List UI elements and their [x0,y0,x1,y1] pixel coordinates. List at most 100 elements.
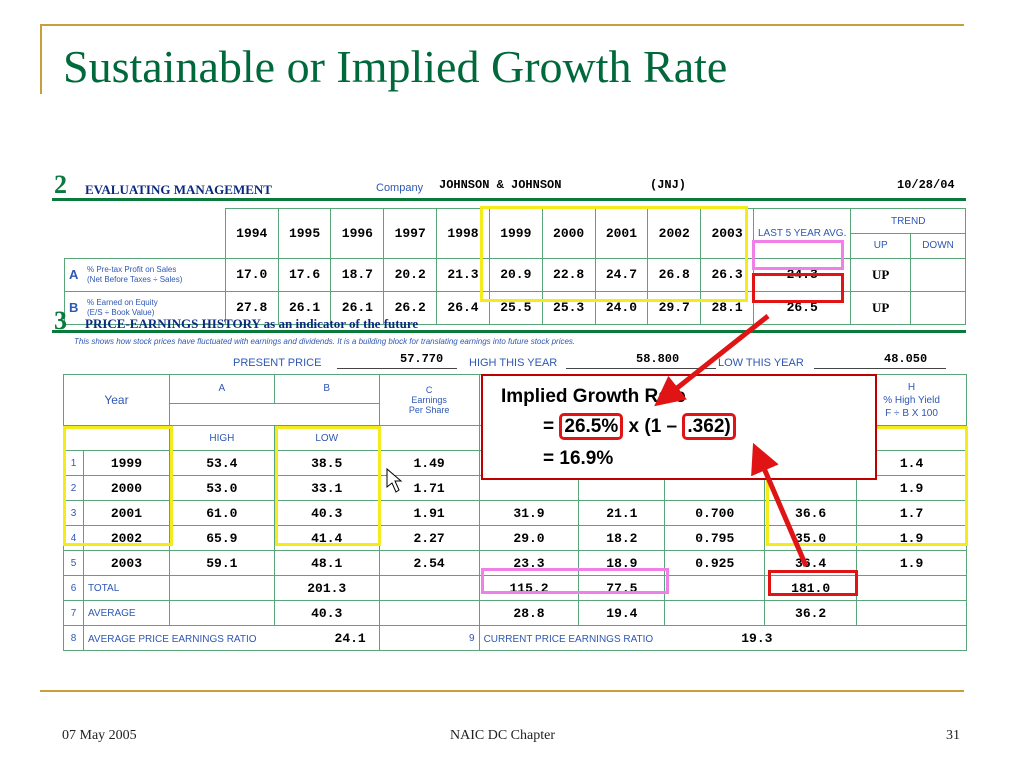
callout-title: Implied Growth Rate [501,386,686,407]
section-3-number: 3 [54,306,67,335]
mouse-cursor-icon [386,467,403,493]
footer-rule [40,690,964,692]
row-b-value: 27.8 [224,290,279,325]
col-a-letter: A [218,383,226,394]
row-year: 2002 [82,525,170,551]
col-b-letter: B [323,383,331,394]
section-2-number: 2 [54,170,67,199]
row-year: 2001 [82,500,170,526]
table-row: 5 2003 59.1 48.1 2.54 23.3 18.9 0.925 36.4 1.9 [63,550,967,576]
row-eps: 1.91 [378,500,480,526]
row-b-value: 26.1 [330,290,385,325]
trend-header: TREND [850,208,966,234]
high-this-year-label: HIGH THIS YEAR [469,357,558,369]
row-b-desc-1: % Earned on Equity [87,297,158,307]
table-row: 4 2002 65.9 41.4 2.27 29.0 18.2 0.795 35.0 1.9 [63,525,967,551]
avg-pretax-highlight [752,240,844,270]
row-a-value: 20.2 [383,257,438,292]
arrow-from-payout [751,442,809,567]
company-name: JOHNSON & JOHNSON [439,178,562,192]
avg-pe-value: 24.1 [334,630,366,646]
cur-pe-label: CURRENT PRICE EARNINGS RATIO 19.3 [478,625,968,651]
footer-date: 07 May 2005 [62,728,137,743]
present-price-label: PRESENT PRICE [233,357,322,369]
implied-growth-callout: Implied Growth Rate = 26.5% x (1 – .362)… [481,374,877,480]
low-col-header: LOW [273,425,380,451]
roe-value-box: 26.5% [559,413,624,440]
row-b-value: 25.5 [488,290,543,325]
row-a-letter: A [69,267,79,282]
row-a-value: 17.0 [224,257,279,292]
col-h-desc-1: % High Yield [883,394,940,406]
row-a-value: 20.9 [488,257,543,292]
low-underline [814,368,946,369]
total-label: TOTAL [82,575,170,601]
average-label: AVERAGE [82,600,170,626]
formula-equals: = [543,416,560,437]
row-b-letter: B [69,300,79,315]
col-h-desc-2: F ÷ B X 100 [885,407,938,419]
row-e: 18.9 [578,550,666,576]
section-3-subtitle: This shows how stock prices have fluctua… [74,337,576,346]
row-b-trend: UP [850,290,912,325]
callout-result: = 16.9% [543,448,614,469]
row-b-value: 25.3 [541,290,596,325]
high-underline [566,368,716,369]
year-header: 1996 [330,208,385,259]
total-g: 181.0 [764,575,858,601]
row-b: B % Earned on Equity (E/S ÷ Book Value) … [64,290,966,325]
row-a-value: 26.8 [647,257,702,292]
avg-pe-highlight [481,568,669,594]
total-d: 115.2 [478,575,580,601]
row-high: 61.0 [168,500,275,526]
pe-data-rows: 1 1999 53.4 38.5 1.49 1.4 2 2000 53.0 33.1 1.71 1.… [63,450,968,651]
row-b-value: 26.2 [383,290,438,325]
col-a-header: A [168,374,275,404]
ticker: (JNJ) [650,178,687,192]
cur-pe-text: CURRENT PRICE EARNINGS RATIO [483,633,654,645]
col-b-header: B [273,374,380,404]
row-a: A % Pre-tax Profit on Sales (Net Before … [64,257,966,292]
year-header: 1995 [277,208,332,259]
callout-formula: = 26.5% x (1 – .362) [543,413,736,440]
last5-header: LAST 5 YEAR AVG. [752,208,852,259]
avg-payout-highlight [768,570,858,596]
row-a-desc-2: (Net Before Taxes ÷ Sales) [87,274,183,284]
payout-value-box: .362) [682,413,736,440]
row-b-desc-2: (E/S ÷ Book Value) [87,307,155,317]
avg-pe-text: AVERAGE PRICE EARNINGS RATIO [87,633,257,645]
report-date: 10/28/04 [897,178,955,192]
row-eps: 2.54 [378,550,480,576]
low-this-year-label: LOW THIS YEAR [718,357,804,369]
cur-pe-value: 19.3 [741,630,773,646]
avg-pe-label: AVERAGE PRICE EARNINGS RATIO 24.1 [82,625,380,651]
col-c-letter: C [425,385,433,395]
company-label: Company [376,182,424,194]
col-c-desc: Earnings Per Share [408,395,450,415]
average-row: 7 AVERAGE 40.3 28.8 19.4 36.2 [63,600,967,626]
pe-ratio-row: 8 AVERAGE PRICE EARNINGS RATIO 24.1 9 CUR… [63,625,968,651]
slide-title: Sustainable or Implied Growth Rate [63,41,728,92]
year-header: 1997 [383,208,438,259]
row-b-label: B % Earned on Equity (E/S ÷ Book Value) [64,290,226,325]
row-number: 9 [378,625,480,651]
page-number: 31 [946,728,960,743]
section-2-title: EVALUATING MANAGEMENT [85,182,272,197]
year-col-header: Year [63,374,170,426]
year-header: 2002 [647,208,702,259]
section-3-rule [52,330,966,333]
top-rule [40,24,964,26]
row-a-value: 18.7 [330,257,385,292]
low-this-year: 48.050 [884,352,928,366]
high-this-year: 58.800 [636,352,680,366]
col-c-header: C Earnings Per Share [378,374,480,426]
section-3-title: PRICE-EARNINGS HISTORY as an indicator o… [85,316,419,331]
row-low: 40.3 [273,500,380,526]
management-table: 1994 1995 1996 1997 1998 1999 2000 2001 … [64,208,966,325]
left-rule [40,24,42,94]
row-e: 21.1 [578,500,666,526]
row-low: 48.1 [273,550,380,576]
row-low: 41.4 [273,525,380,551]
average-e: 19.4 [578,600,666,626]
